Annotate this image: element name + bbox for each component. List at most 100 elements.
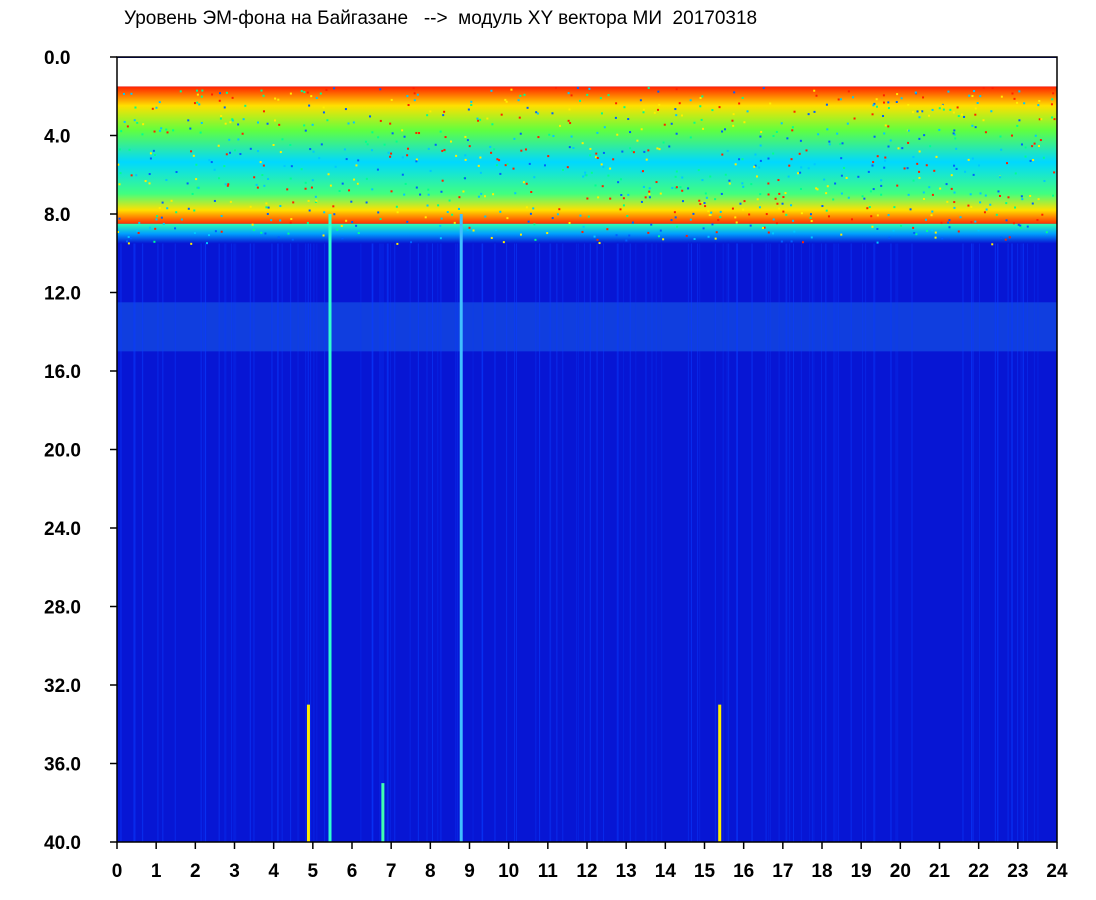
- noise-speck: [741, 158, 744, 161]
- noise-speck: [763, 226, 766, 229]
- noise-speck: [196, 186, 199, 189]
- striation: [765, 243, 767, 842]
- noise-speck: [876, 155, 879, 158]
- striation: [231, 243, 233, 842]
- noise-speck: [884, 159, 887, 162]
- striation: [297, 243, 299, 842]
- noise-speck: [642, 108, 645, 111]
- noise-speck: [401, 156, 404, 159]
- noise-speck: [628, 234, 631, 237]
- noise-speck: [390, 152, 393, 155]
- noise-speck: [279, 205, 282, 208]
- noise-speck: [187, 119, 190, 122]
- noise-speck: [1041, 213, 1044, 216]
- noise-speck: [913, 231, 916, 234]
- noise-speck: [767, 157, 770, 160]
- noise-speck: [155, 218, 158, 221]
- noise-speck: [648, 190, 651, 193]
- striation: [235, 243, 237, 842]
- noise-speck: [390, 190, 393, 193]
- noise-speck: [701, 95, 704, 98]
- striation: [426, 243, 428, 842]
- y-tick-label: 32.0: [44, 676, 81, 697]
- noise-speck: [828, 143, 831, 146]
- noise-speck: [500, 113, 503, 116]
- noise-speck: [911, 111, 914, 114]
- striation: [736, 243, 738, 842]
- noise-speck: [334, 165, 337, 168]
- noise-speck: [778, 207, 781, 210]
- striation: [481, 243, 483, 842]
- noise-speck: [761, 226, 764, 229]
- noise-speck: [650, 223, 653, 226]
- noise-speck: [759, 144, 762, 147]
- noise-speck: [974, 113, 977, 116]
- noise-speck: [857, 175, 860, 178]
- noise-speck: [504, 164, 507, 167]
- noise-speck: [379, 88, 382, 91]
- noise-speck: [813, 163, 816, 166]
- noise-speck: [1021, 143, 1024, 146]
- noise-speck: [674, 108, 677, 111]
- noise-speck: [1014, 206, 1017, 209]
- noise-speck: [609, 197, 612, 200]
- noise-speck: [643, 150, 646, 153]
- noise-speck: [657, 108, 660, 111]
- noise-speck: [506, 162, 509, 165]
- noise-speck: [782, 196, 785, 199]
- noise-speck: [758, 166, 761, 169]
- noise-speck: [780, 240, 783, 243]
- striation: [838, 243, 840, 842]
- noise-speck: [190, 150, 193, 153]
- x-tick-label: 11: [538, 861, 559, 882]
- noise-speck: [767, 193, 770, 196]
- noise-speck: [424, 216, 427, 219]
- noise-speck: [984, 131, 987, 134]
- noise-speck: [972, 173, 975, 176]
- noise-speck: [977, 229, 980, 232]
- noise-speck: [401, 173, 404, 176]
- striation: [978, 243, 980, 842]
- noise-speck: [1038, 118, 1041, 121]
- striation: [481, 243, 483, 842]
- noise-speck: [887, 107, 890, 110]
- noise-speck: [562, 168, 565, 171]
- noise-speck: [218, 99, 221, 102]
- noise-speck: [1020, 226, 1023, 229]
- noise-speck: [970, 221, 973, 224]
- noise-speck: [731, 119, 734, 122]
- noise-speck: [1017, 223, 1020, 226]
- noise-speck: [260, 89, 263, 92]
- noise-speck: [570, 94, 573, 97]
- noise-speck: [379, 217, 382, 220]
- noise-speck: [524, 148, 527, 151]
- noise-speck: [953, 206, 956, 209]
- noise-speck: [579, 214, 582, 217]
- noise-speck: [476, 117, 479, 120]
- noise-speck: [376, 168, 379, 171]
- noise-speck: [310, 95, 313, 98]
- noise-speck: [123, 120, 126, 123]
- noise-speck: [674, 216, 677, 219]
- noise-speck: [810, 236, 813, 239]
- noise-speck: [197, 186, 200, 189]
- striation: [589, 243, 591, 842]
- noise-speck: [942, 108, 945, 111]
- noise-speck: [775, 130, 778, 133]
- striation: [382, 243, 384, 842]
- striation: [432, 243, 434, 842]
- noise-speck: [594, 156, 597, 159]
- noise-speck: [567, 92, 570, 95]
- noise-speck: [419, 193, 422, 196]
- noise-speck: [680, 114, 683, 117]
- noise-speck: [439, 130, 442, 133]
- noise-speck: [777, 179, 780, 182]
- noise-speck: [193, 209, 196, 212]
- noise-speck: [415, 186, 418, 189]
- noise-speck: [347, 122, 350, 125]
- striation: [271, 243, 273, 842]
- noise-speck: [630, 149, 633, 152]
- noise-speck: [520, 149, 523, 152]
- noise-speck: [158, 207, 161, 210]
- noise-speck: [161, 201, 164, 204]
